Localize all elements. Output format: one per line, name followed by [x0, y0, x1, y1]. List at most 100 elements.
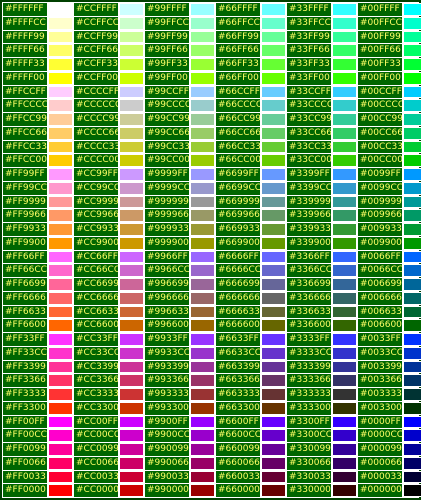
color-swatch[interactable] — [190, 415, 215, 429]
color-swatch[interactable] — [48, 443, 73, 456]
color-swatch[interactable] — [190, 388, 215, 401]
color-swatch[interactable] — [119, 305, 144, 319]
color-swatch[interactable] — [332, 470, 357, 484]
color-swatch[interactable] — [119, 71, 144, 85]
color-swatch[interactable] — [119, 250, 144, 264]
color-swatch[interactable] — [48, 456, 73, 470]
color-swatch[interactable] — [261, 360, 286, 374]
color-swatch[interactable] — [403, 415, 421, 429]
color-swatch[interactable] — [403, 113, 421, 126]
color-swatch[interactable] — [190, 44, 215, 57]
color-swatch[interactable] — [403, 278, 421, 291]
color-swatch[interactable] — [332, 3, 357, 16]
color-swatch[interactable] — [403, 30, 421, 44]
color-swatch[interactable] — [190, 223, 215, 236]
color-swatch[interactable] — [403, 99, 421, 112]
color-swatch[interactable] — [332, 44, 357, 57]
color-swatch[interactable] — [48, 250, 73, 264]
color-swatch[interactable] — [119, 58, 144, 71]
color-swatch[interactable] — [403, 44, 421, 57]
color-swatch[interactable] — [190, 470, 215, 484]
color-swatch[interactable] — [190, 154, 215, 167]
color-swatch[interactable] — [190, 99, 215, 112]
color-swatch[interactable] — [190, 278, 215, 291]
color-swatch[interactable] — [119, 291, 144, 305]
color-swatch[interactable] — [332, 333, 357, 346]
color-swatch[interactable] — [332, 401, 357, 415]
color-swatch[interactable] — [332, 456, 357, 470]
color-swatch[interactable] — [48, 291, 73, 305]
color-swatch[interactable] — [119, 44, 144, 57]
color-swatch[interactable] — [190, 401, 215, 415]
color-swatch[interactable] — [332, 236, 357, 250]
color-swatch[interactable] — [403, 223, 421, 236]
color-swatch[interactable] — [261, 113, 286, 126]
color-swatch[interactable] — [332, 30, 357, 44]
color-swatch[interactable] — [190, 113, 215, 126]
color-swatch[interactable] — [119, 374, 144, 387]
color-swatch[interactable] — [48, 470, 73, 484]
color-swatch[interactable] — [403, 305, 421, 319]
color-swatch[interactable] — [332, 264, 357, 277]
color-swatch[interactable] — [261, 415, 286, 429]
color-swatch[interactable] — [119, 278, 144, 291]
color-swatch[interactable] — [261, 374, 286, 387]
color-swatch[interactable] — [190, 305, 215, 319]
color-swatch[interactable] — [261, 264, 286, 277]
color-swatch[interactable] — [48, 333, 73, 346]
color-swatch[interactable] — [332, 360, 357, 374]
color-swatch[interactable] — [403, 154, 421, 167]
color-swatch[interactable] — [261, 346, 286, 360]
color-swatch[interactable] — [190, 443, 215, 456]
color-swatch[interactable] — [261, 30, 286, 44]
color-swatch[interactable] — [190, 58, 215, 71]
color-swatch[interactable] — [119, 346, 144, 360]
color-swatch[interactable] — [403, 168, 421, 181]
color-swatch[interactable] — [48, 126, 73, 140]
color-swatch[interactable] — [261, 44, 286, 57]
color-swatch[interactable] — [119, 30, 144, 44]
color-swatch[interactable] — [48, 264, 73, 277]
color-swatch[interactable] — [261, 484, 286, 497]
color-swatch[interactable] — [332, 374, 357, 387]
color-swatch[interactable] — [48, 3, 73, 16]
color-swatch[interactable] — [261, 456, 286, 470]
color-swatch[interactable] — [119, 223, 144, 236]
color-swatch[interactable] — [403, 346, 421, 360]
color-swatch[interactable] — [190, 85, 215, 99]
color-swatch[interactable] — [332, 250, 357, 264]
color-swatch[interactable] — [261, 154, 286, 167]
color-swatch[interactable] — [261, 3, 286, 16]
color-swatch[interactable] — [190, 140, 215, 154]
color-swatch[interactable] — [119, 85, 144, 99]
color-swatch[interactable] — [119, 443, 144, 456]
color-swatch[interactable] — [119, 401, 144, 415]
color-swatch[interactable] — [190, 30, 215, 44]
color-swatch[interactable] — [190, 319, 215, 332]
color-swatch[interactable] — [261, 209, 286, 222]
color-swatch[interactable] — [48, 346, 73, 360]
color-swatch[interactable] — [48, 484, 73, 497]
color-swatch[interactable] — [119, 154, 144, 167]
color-swatch[interactable] — [261, 71, 286, 85]
color-swatch[interactable] — [119, 236, 144, 250]
color-swatch[interactable] — [190, 236, 215, 250]
color-swatch[interactable] — [332, 71, 357, 85]
color-swatch[interactable] — [48, 401, 73, 415]
color-swatch[interactable] — [332, 209, 357, 222]
color-swatch[interactable] — [332, 291, 357, 305]
color-swatch[interactable] — [403, 3, 421, 16]
color-swatch[interactable] — [332, 168, 357, 181]
color-swatch[interactable] — [332, 443, 357, 456]
color-swatch[interactable] — [119, 415, 144, 429]
color-swatch[interactable] — [119, 484, 144, 497]
color-swatch[interactable] — [190, 484, 215, 497]
color-swatch[interactable] — [48, 236, 73, 250]
color-swatch[interactable] — [403, 470, 421, 484]
color-swatch[interactable] — [403, 195, 421, 209]
color-swatch[interactable] — [119, 333, 144, 346]
color-swatch[interactable] — [332, 126, 357, 140]
color-swatch[interactable] — [48, 140, 73, 154]
color-swatch[interactable] — [403, 319, 421, 332]
color-swatch[interactable] — [261, 443, 286, 456]
